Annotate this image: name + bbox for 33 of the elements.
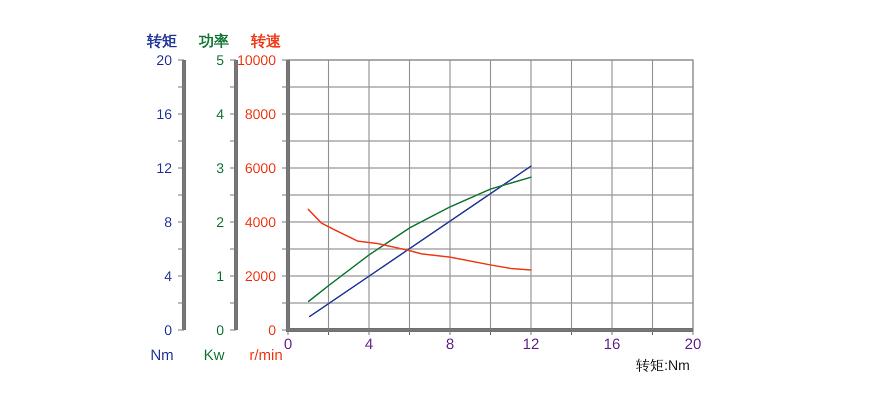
y2-tick-label: 2 [216, 214, 224, 230]
y3-tick-label: 16 [156, 106, 172, 122]
x-tick-label: 16 [604, 336, 620, 353]
y-tick-label: 0 [268, 322, 276, 338]
y2-tick-label: 5 [216, 52, 224, 68]
y2-tick-label: 4 [216, 106, 224, 122]
y-axis-title: 转速 [250, 33, 282, 50]
y2-tick-label: 1 [216, 268, 224, 284]
y3-tick-label: 8 [164, 214, 172, 230]
y-tick-label: 6000 [244, 160, 276, 176]
line-series [308, 176, 532, 302]
y-tick-label: 10000 [237, 52, 276, 68]
y3-tick-label: 0 [164, 322, 172, 338]
y2-axis-title: 功率 [198, 32, 229, 50]
y2-tick-label: 3 [216, 160, 224, 176]
text: r/min [249, 347, 283, 364]
text: Kw [204, 347, 225, 364]
x-tick-label: 0 [284, 336, 292, 353]
y2-tick-label: 0 [216, 322, 224, 338]
x-axis-title: 转矩:Nm [636, 357, 690, 373]
x-tick-label: 20 [684, 336, 702, 353]
x-tick-label: 4 [364, 336, 374, 353]
y-tick-label: 4000 [244, 214, 276, 230]
x-tick-label: 12 [522, 336, 540, 353]
y-tick-label: 2000 [244, 268, 276, 284]
y3-tick-label: 20 [156, 52, 172, 68]
text: Nm [150, 347, 174, 364]
y-tick-label: 8000 [244, 106, 276, 122]
y3-tick-label: 12 [156, 160, 172, 176]
x-tick-label: 8 [446, 336, 454, 353]
y3-axis-title: 转矩 [146, 33, 177, 50]
y3-tick-label: 4 [164, 268, 172, 284]
line-series [308, 208, 532, 271]
